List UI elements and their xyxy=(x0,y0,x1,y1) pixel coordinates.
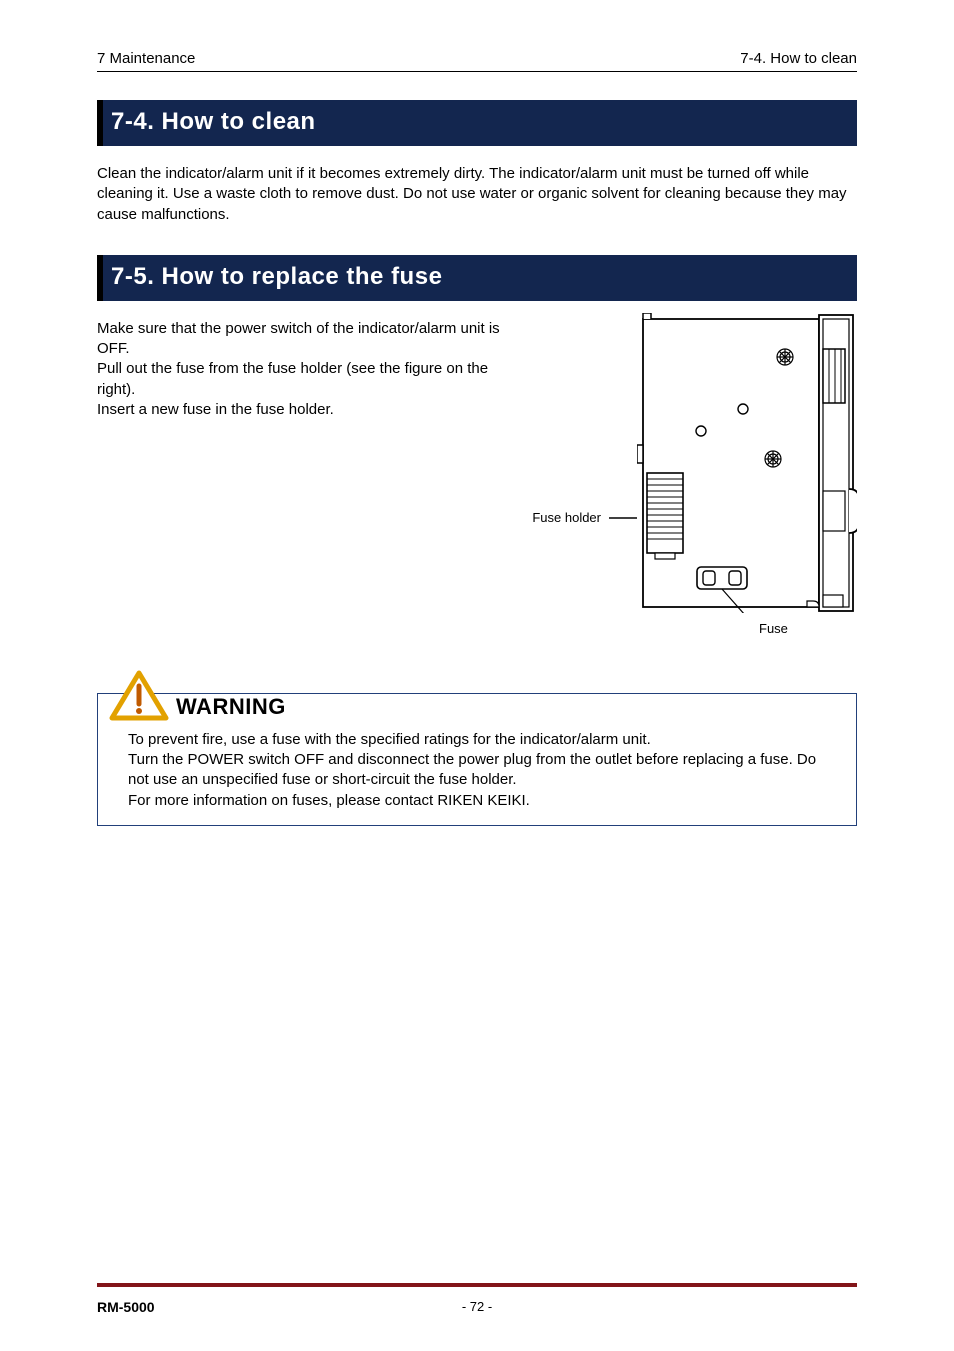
fuse-holder-leader-icon xyxy=(609,310,637,610)
fuse-part xyxy=(697,567,747,589)
warning-line-1: To prevent fire, use a fuse with the spe… xyxy=(128,730,840,750)
header-left: 7 Maintenance xyxy=(97,50,195,67)
section-7-5-body: Make sure that the power switch of the i… xyxy=(97,319,512,420)
fuse-step-3: Insert a new fuse in the fuse holder. xyxy=(97,400,512,420)
page: 7 Maintenance 7-4. How to clean 7-4. How… xyxy=(0,0,954,1351)
fuse-figure: Fuse holder xyxy=(532,313,857,643)
warning-header: WARNING xyxy=(108,670,840,722)
page-footer: RM-5000 - 72 - xyxy=(97,1299,857,1315)
page-header: 7 Maintenance 7-4. How to clean xyxy=(97,50,857,72)
section-7-4-body: Clean the indicator/alarm unit if it bec… xyxy=(97,164,857,225)
warning-box: WARNING To prevent fire, use a fuse with… xyxy=(97,693,857,826)
section-7-4-title: 7-4. How to clean xyxy=(97,100,857,146)
warning-icon xyxy=(108,670,170,722)
device-diagram-icon xyxy=(637,313,857,613)
warning-body: To prevent fire, use a fuse with the spe… xyxy=(114,730,840,811)
fuse-holder-label: Fuse holder xyxy=(532,510,601,525)
footer-model: RM-5000 xyxy=(97,1299,155,1315)
section-7-5-title: 7-5. How to replace the fuse xyxy=(97,255,857,301)
warning-line-3: For more information on fuses, please co… xyxy=(128,791,840,811)
fuse-label: Fuse xyxy=(759,621,788,636)
fuse-step-2: Pull out the fuse from the fuse holder (… xyxy=(97,359,512,400)
header-right: 7-4. How to clean xyxy=(740,50,857,67)
footer-page-number: - 72 - xyxy=(462,1299,492,1314)
warning-line-2: Turn the POWER switch OFF and disconnect… xyxy=(128,750,840,791)
fuse-step-1: Make sure that the power switch of the i… xyxy=(97,319,512,360)
fuse-holder-part xyxy=(647,473,683,559)
fuse-label-row: Fuse xyxy=(637,619,857,643)
section-7-5-content: Make sure that the power switch of the i… xyxy=(97,319,857,643)
footer-rule xyxy=(97,1283,857,1287)
warning-title: WARNING xyxy=(176,694,286,722)
footer-right-spacer xyxy=(853,1299,857,1315)
